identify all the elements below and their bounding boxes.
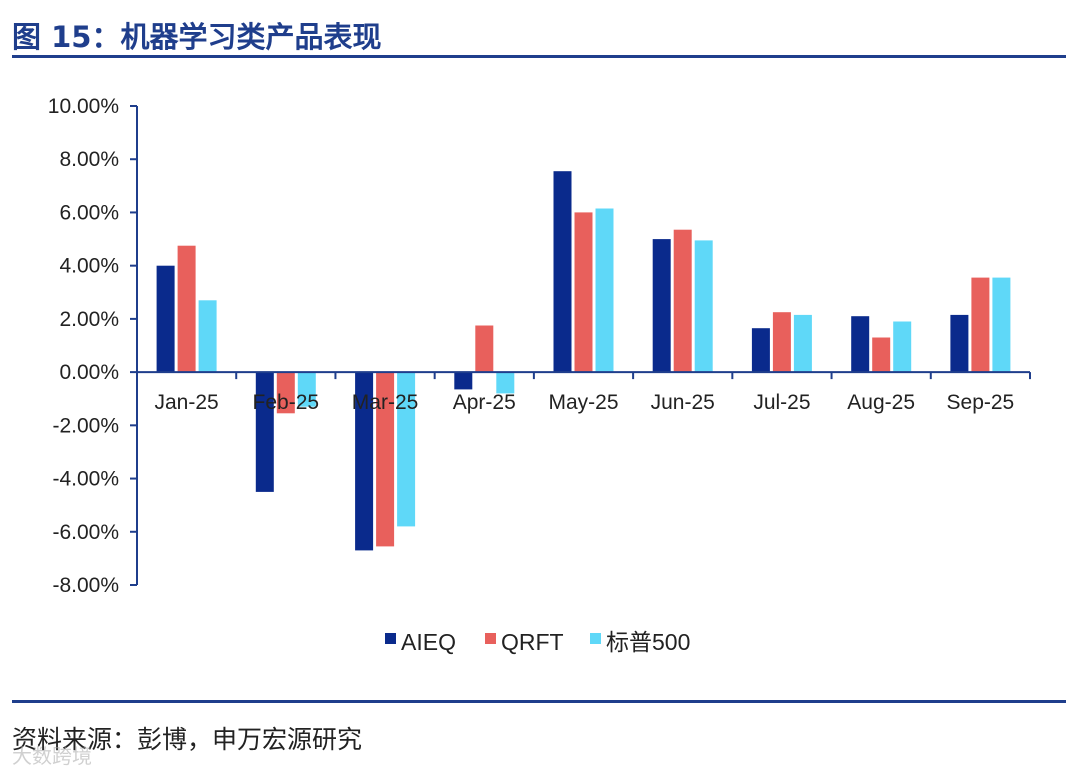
- figure-title: 图 15：机器学习类产品表现: [12, 20, 382, 54]
- y-tick-label: 4.00%: [59, 255, 119, 278]
- bar-标普500-May-25: [595, 208, 614, 373]
- bar-标普500-Apr-25: [496, 372, 515, 394]
- legend-swatch-标普500: [590, 633, 601, 644]
- bars-layer: [156, 171, 1011, 551]
- bar-QRFT-Jun-25: [673, 229, 692, 373]
- bar-AIEQ-May-25: [553, 171, 572, 373]
- y-tick-label: -6.00%: [52, 521, 119, 544]
- bar-AIEQ-Apr-25: [454, 372, 473, 390]
- y-tick-label: -2.00%: [52, 414, 119, 437]
- bar-标普500-Aug-25: [893, 321, 912, 373]
- y-tick-label: 2.00%: [59, 308, 119, 331]
- bar-AIEQ-Feb-25: [255, 372, 274, 492]
- y-tick-label: 0.00%: [59, 361, 119, 384]
- source-note: 资料来源：彭博，申万宏源研究: [12, 725, 363, 754]
- x-tick-label: Apr-25: [453, 391, 516, 414]
- bar-标普500-Sep-25: [992, 277, 1011, 373]
- bar-QRFT-Jan-25: [177, 245, 196, 373]
- bar-QRFT-Aug-25: [872, 337, 891, 373]
- bar-QRFT-Apr-25: [475, 325, 494, 373]
- x-tick-label: Jul-25: [753, 391, 810, 414]
- legend: AIEQ QRFT 标普500: [385, 629, 690, 655]
- x-tick-label: Mar-25: [352, 391, 419, 414]
- bar-AIEQ-Sep-25: [950, 314, 969, 373]
- axes-layer: 10.00% 8.00% 6.00% 4.00% 2.00% 0.00% -2.00% -4.…: [48, 95, 1031, 597]
- bar-标普500-Jun-25: [694, 240, 713, 373]
- y-tick-label: -8.00%: [52, 574, 119, 597]
- bar-AIEQ-Jan-25: [156, 265, 175, 373]
- x-tick-label: Jan-25: [155, 391, 219, 414]
- y-tick-label: 8.00%: [59, 148, 119, 171]
- bar-QRFT-Jul-25: [772, 312, 791, 373]
- header-rule: [12, 55, 1066, 58]
- bar-AIEQ-Mar-25: [355, 372, 374, 551]
- bar-AIEQ-Jun-25: [652, 239, 671, 373]
- x-tick-label: May-25: [548, 391, 618, 414]
- x-tick-label: Sep-25: [947, 391, 1015, 414]
- bar-AIEQ-Aug-25: [851, 316, 870, 373]
- legend-swatch-AIEQ: [385, 633, 396, 644]
- bar-标普500-Feb-25: [297, 372, 316, 407]
- bar-标普500-Mar-25: [397, 372, 416, 527]
- y-tick-label: 6.00%: [59, 201, 119, 224]
- x-tick-label: Jun-25: [651, 391, 715, 414]
- y-tick-label: 10.00%: [48, 95, 119, 118]
- bar-AIEQ-Jul-25: [751, 328, 770, 373]
- footer-rule: [12, 700, 1066, 703]
- watermark: 大数跨境: [12, 744, 92, 768]
- bar-QRFT-May-25: [574, 212, 593, 373]
- bar-标普500-Jan-25: [198, 300, 217, 373]
- bar-QRFT-Feb-25: [276, 372, 295, 414]
- bar-标普500-Jul-25: [793, 314, 812, 373]
- legend-label-QRFT: QRFT: [501, 629, 564, 655]
- legend-swatch-QRFT: [485, 633, 496, 644]
- bar-QRFT-Mar-25: [376, 372, 395, 547]
- x-tick-label: Aug-25: [847, 391, 915, 414]
- legend-label-AIEQ: AIEQ: [401, 629, 456, 655]
- y-tick-label: -4.00%: [52, 468, 119, 491]
- x-tick-label: Feb-25: [253, 391, 320, 414]
- bar-QRFT-Sep-25: [971, 277, 990, 373]
- legend-label-标普500: 标普500: [606, 629, 690, 655]
- bar-chart: 10.00% 8.00% 6.00% 4.00% 2.00% 0.00% -2.00% -4.…: [48, 95, 1031, 655]
